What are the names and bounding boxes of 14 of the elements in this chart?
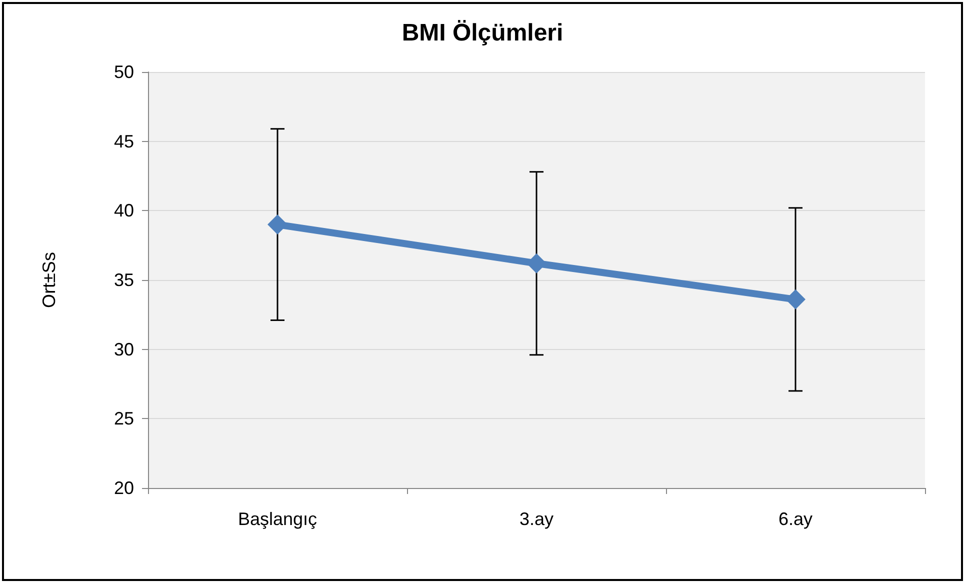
chart-title: BMI Ölçümleri — [402, 20, 564, 46]
y-axis-title: Ort±Ss — [39, 252, 59, 308]
x-tick-label: 6.ay — [778, 509, 813, 529]
x-tick-label: 3.ay — [519, 509, 554, 529]
y-tick-label: 50 — [114, 62, 134, 82]
y-tick-label: 40 — [114, 200, 134, 221]
point — [786, 289, 806, 310]
y-tick-label: 35 — [114, 270, 134, 290]
y-tick-label: 25 — [114, 408, 134, 429]
x-tick-label: Başlangıç — [238, 509, 318, 529]
point — [268, 214, 288, 235]
y-tick-label: 45 — [114, 131, 134, 152]
y-tick-label: 30 — [114, 339, 134, 360]
y-tick-label: 20 — [114, 478, 134, 498]
